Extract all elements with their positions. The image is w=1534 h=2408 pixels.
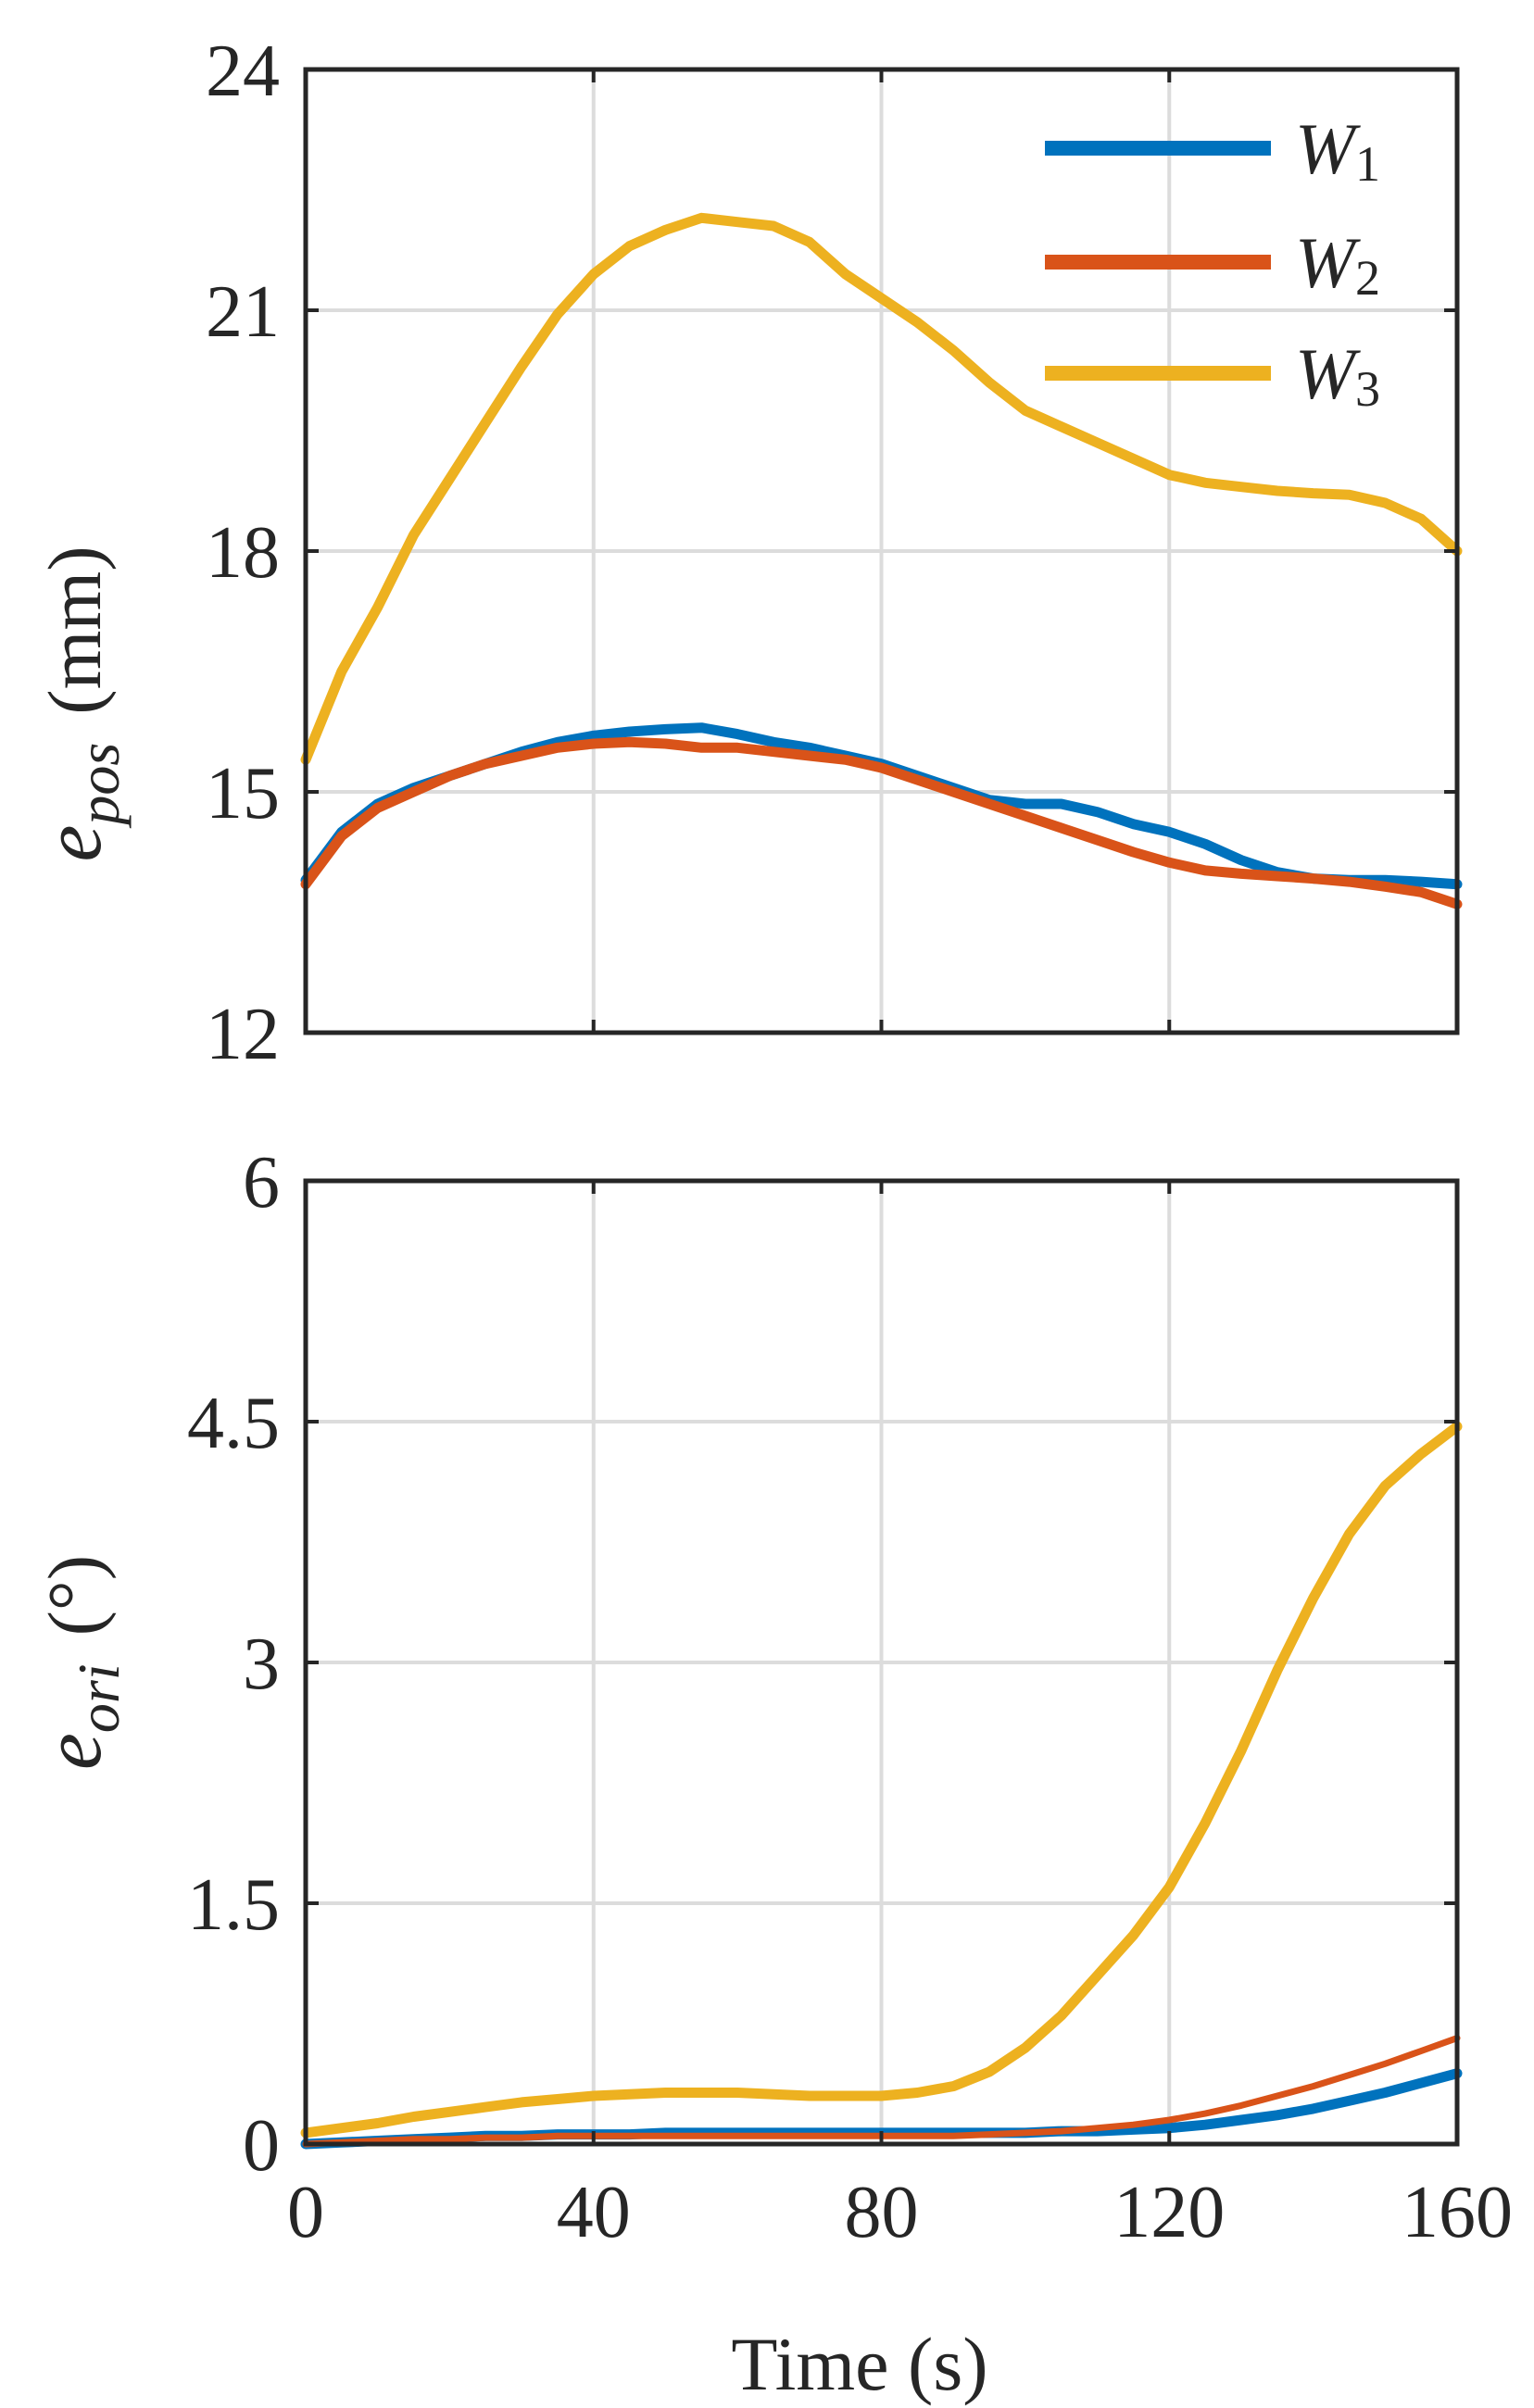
position-series-w3 [300, 212, 1463, 765]
position-grid [306, 69, 1457, 1033]
position-series-w2 [300, 736, 1463, 909]
position-ytick-label: 15 [206, 753, 280, 834]
legend-label-w1: W1 [1295, 108, 1380, 192]
position-ticks [304, 68, 1459, 1035]
position-ylabel-unit: (mm) [32, 546, 117, 714]
orientation-series-w3 [300, 1421, 1463, 2138]
orientation-ytick-label: 1.5 [187, 1864, 280, 1946]
position-ytick-label: 12 [206, 994, 280, 1075]
orientation-ylabel-subscript: ori [66, 1663, 132, 1733]
orientation-error-panel: 0 1.5 3 4.5 6 0 40 80 120 160 eori (°) Time (s) [27, 1142, 1513, 2406]
legend-entry-w3: W3 [1045, 333, 1380, 417]
position-ylabel-symbol: e [27, 825, 119, 862]
position-ylabel-text: epos (mm) [27, 546, 132, 861]
orientation-ylabel-symbol: e [27, 1733, 119, 1770]
position-ytick-label: 18 [206, 512, 280, 594]
orientation-xtick-label: 80 [845, 2172, 919, 2253]
orientation-xtick-label: 120 [1113, 2172, 1225, 2253]
position-ytick-labels: 12 15 18 21 24 [206, 31, 280, 1075]
orientation-ytick-labels: 0 1.5 3 4.5 6 [187, 1142, 280, 2187]
orientation-ytick-label: 0 [243, 2105, 280, 2187]
position-ytick-label: 24 [206, 31, 280, 112]
position-error-panel: 12 15 18 21 24 epos (mm) W1 W2 W3 [27, 31, 1463, 1075]
orientation-ytick-label: 3 [243, 1624, 280, 1705]
orientation-ylabel-unit: (°) [32, 1555, 117, 1636]
position-ytick-label: 21 [206, 271, 280, 353]
orientation-ylabel-text: eori (°) [27, 1555, 132, 1770]
orientation-xtick-label: 160 [1402, 2172, 1513, 2253]
orientation-grid [306, 1181, 1457, 2144]
xlabel: Time (s) [731, 2322, 987, 2406]
orientation-ylabel: eori (°) [27, 1555, 132, 1770]
orientation-xtick-labels: 0 40 80 120 160 [287, 2172, 1513, 2253]
legend-entry-w2: W2 [1045, 222, 1380, 306]
legend: W1 W2 W3 [1045, 108, 1380, 417]
orientation-ticks [304, 1179, 1459, 2146]
legend-label-w2: W2 [1295, 222, 1380, 306]
position-ylabel-subscript: pos [66, 743, 132, 829]
orientation-ytick-label: 6 [243, 1142, 280, 1223]
position-series [300, 212, 1463, 909]
legend-entry-w1: W1 [1045, 108, 1380, 192]
orientation-xtick-label: 40 [557, 2172, 631, 2253]
position-ylabel: epos (mm) [27, 546, 132, 861]
orientation-ytick-label: 4.5 [187, 1383, 280, 1464]
orientation-xtick-label: 0 [287, 2172, 324, 2253]
legend-label-w3: W3 [1295, 333, 1380, 417]
